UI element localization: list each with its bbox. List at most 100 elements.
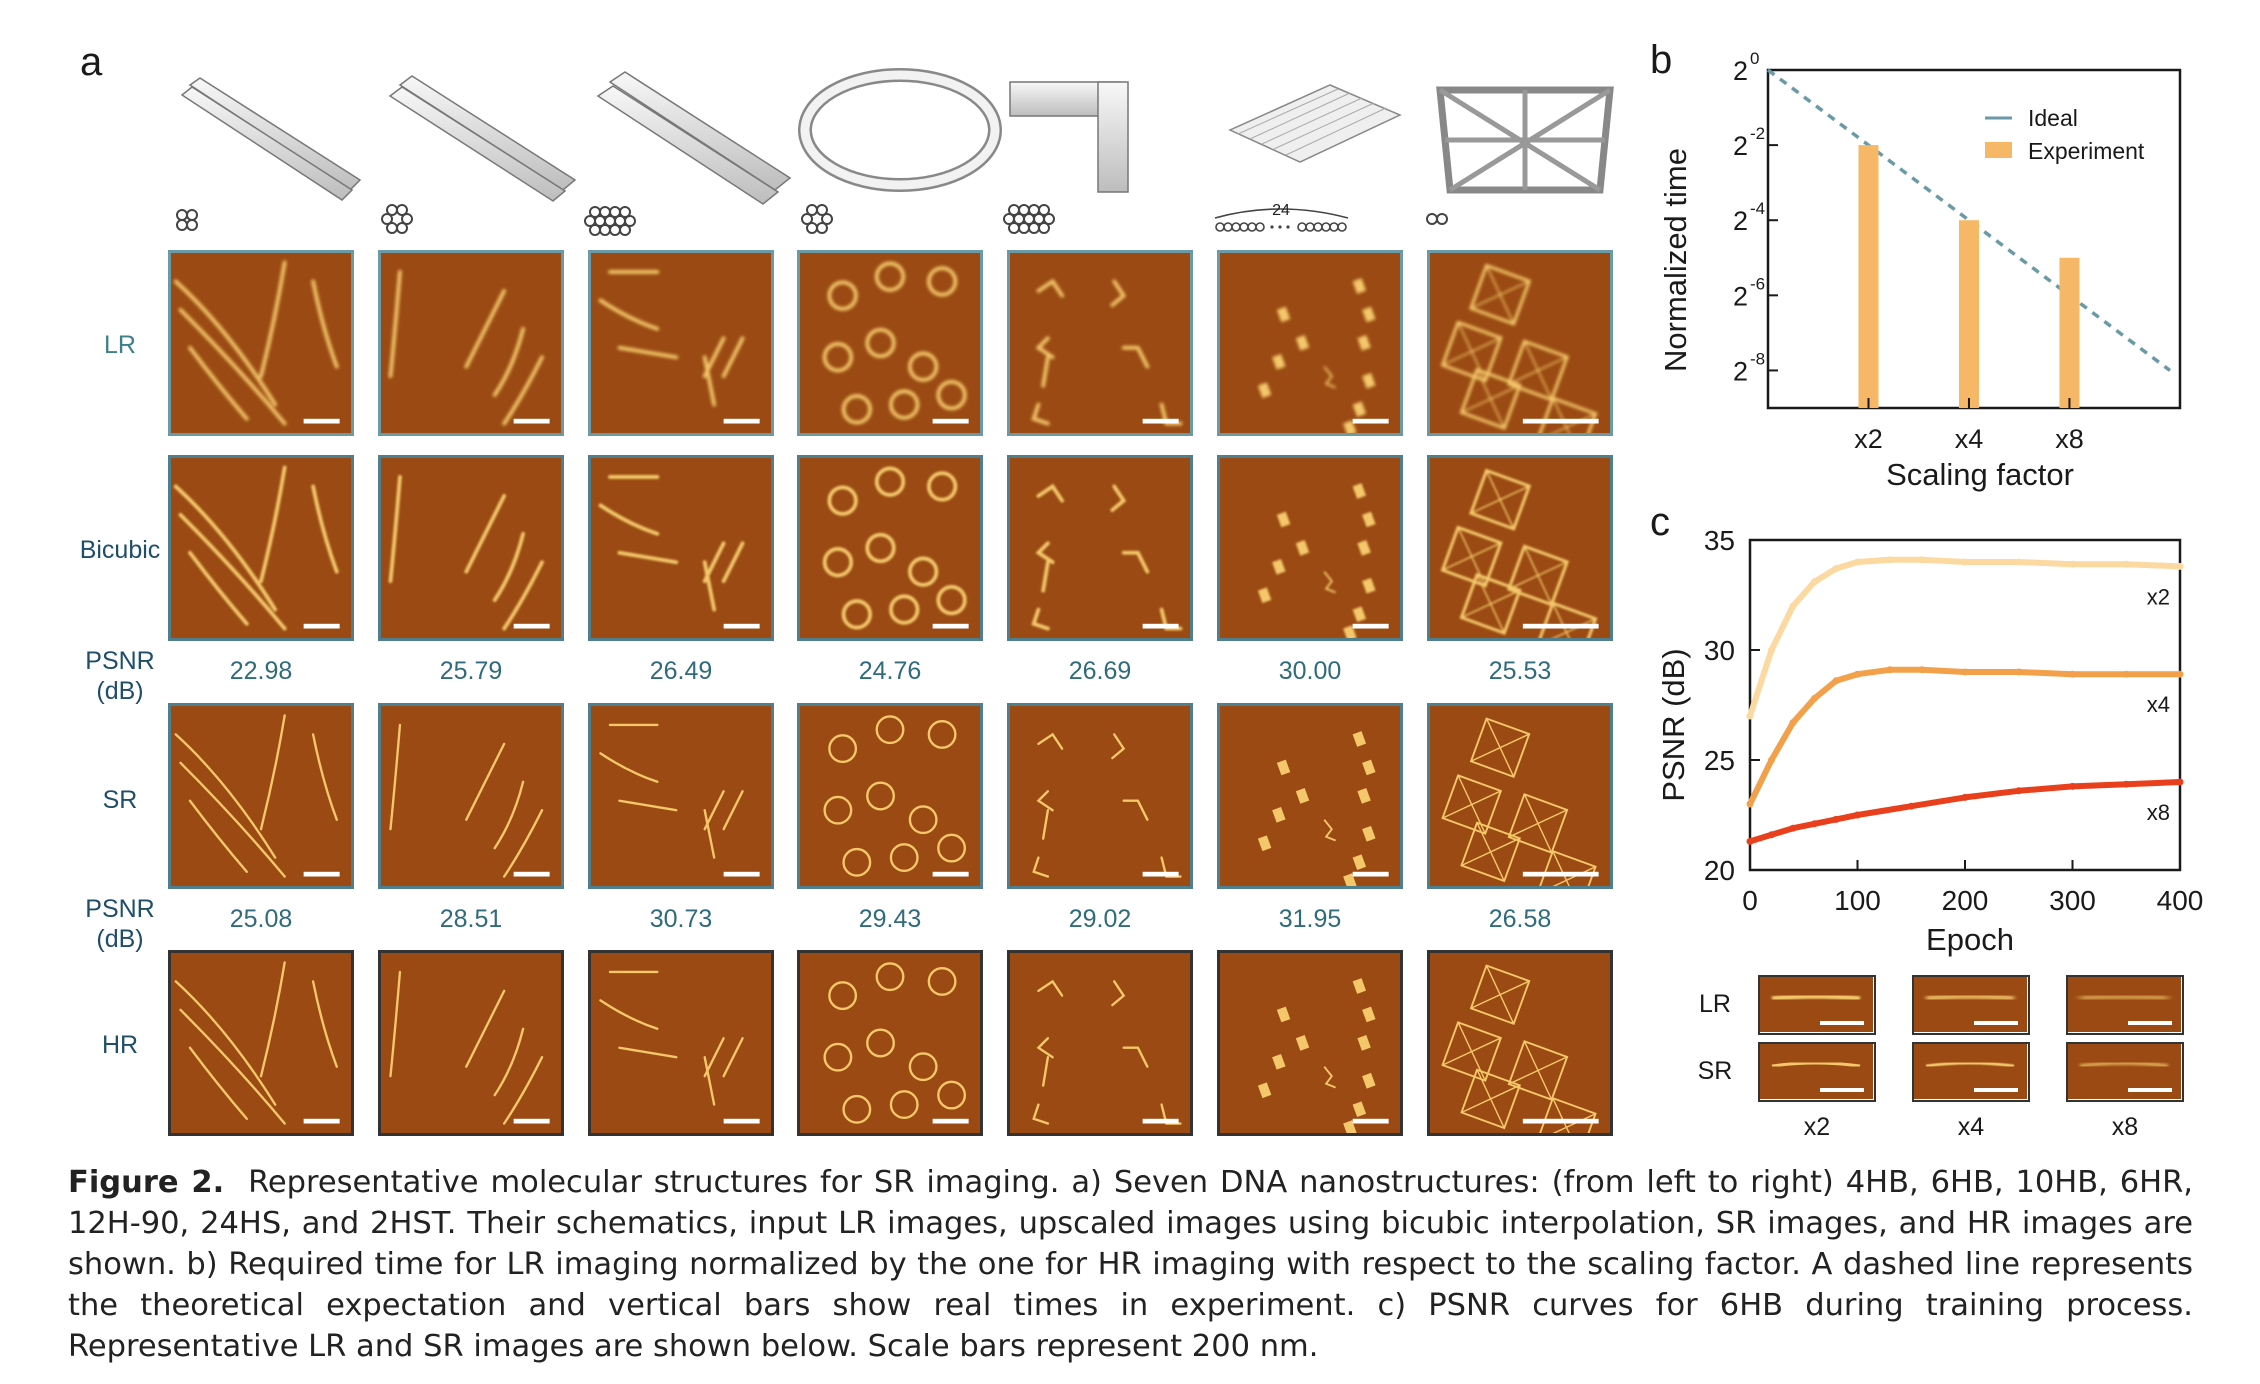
structure-schematics: 24 [176, 68, 1614, 236]
psnr-point-x2 [1811, 578, 1818, 586]
series-label-x8: x8 [2147, 800, 2170, 825]
y-tick-label: 30 [1704, 635, 1735, 666]
scale-bar [932, 623, 969, 629]
afm-image-lr-10hb [588, 250, 774, 436]
psnr-point-x4 [2015, 668, 2023, 676]
psnr-value-10hb: 26.49 [649, 657, 713, 685]
scale-bar [303, 871, 340, 877]
psnr-value-24hs: 30.00 [1278, 657, 1342, 685]
afm-image-bicubic-6hb [378, 455, 564, 641]
afm-image-lr-4hb [168, 250, 354, 436]
afm-image-lr-6hb [378, 250, 564, 436]
y-tick-label: 20 [1704, 855, 1735, 886]
y-tick-exponent: 0 [1750, 49, 1759, 68]
afm-image-lr-24hs [1217, 250, 1403, 436]
scale-bar [723, 871, 760, 877]
scale-bar [303, 623, 340, 629]
psnr-point-x4 [2122, 670, 2130, 678]
y-tick-label: 2 [1733, 56, 1748, 86]
scale-bar [1142, 623, 1179, 629]
schematic-12h-90 [1003, 81, 1129, 234]
psnr-value-2hst: 25.53 [1488, 657, 1552, 685]
psnr-value-12h-90: 29.02 [1068, 905, 1132, 933]
psnr-point-x4 [1854, 670, 1861, 678]
afm-image-sr-6hr [797, 703, 983, 889]
inset-image-sr-x4 [1912, 1042, 2030, 1102]
psnr-curve-x8 [1747, 779, 2183, 845]
inset-col-label-x8: x8 [2111, 1113, 2139, 1141]
y-tick-exponent: -2 [1750, 124, 1765, 143]
psnr-point-x8 [2015, 787, 2023, 795]
y-tick-exponent: -4 [1750, 199, 1765, 218]
inset-row-label-lr: LR [1699, 990, 1731, 1018]
chart-b-legend: Ideal Experiment [1985, 105, 2145, 164]
psnr-point-x8 [2122, 780, 2130, 788]
scale-bar [1352, 623, 1389, 629]
afm-image-bicubic-24hs [1217, 455, 1403, 641]
x-tick-label: x4 [1955, 424, 1984, 454]
y-tick-label: 2 [1733, 206, 1748, 236]
psnr-point-x8 [1961, 793, 1969, 801]
scale-bar [1352, 418, 1389, 424]
psnr-point-x2 [1918, 556, 1926, 564]
psnr-value-10hb: 30.73 [649, 905, 713, 933]
scale-bar [303, 418, 340, 424]
chart-b-xlabel: Scaling factor [1886, 457, 2074, 492]
afm-image-hr-2hst [1427, 950, 1613, 1136]
psnr-point-x4 [2176, 670, 2184, 678]
scale-bar [1352, 871, 1389, 877]
afm-image-hr-4hb [168, 950, 354, 1136]
psnr-point-x2 [2069, 560, 2076, 568]
scale-bar [1522, 1118, 1599, 1124]
experiment-bar-x4 [1958, 220, 1979, 408]
psnr-value-6hr: 29.43 [858, 905, 922, 933]
psnr-label-line1: PSNR [85, 647, 155, 675]
scale-bar [723, 623, 760, 629]
chart-c-ylabel: PSNR (dB) [1656, 648, 1691, 801]
scale-bar [1142, 1118, 1179, 1124]
psnr-point-x8 [1832, 815, 1840, 823]
psnr-value-12h-90: 26.69 [1068, 657, 1132, 685]
afm-image-hr-24hs [1217, 950, 1403, 1136]
afm-image-bicubic-2hst [1427, 455, 1613, 641]
afm-image-bicubic-10hb [588, 455, 774, 641]
psnr-point-x2 [1789, 602, 1797, 610]
scale-bar [723, 418, 760, 424]
psnr-point-x8 [1768, 831, 1775, 839]
psnr-value-6hb: 25.79 [439, 657, 503, 685]
afm-image-hr-6hr [797, 950, 983, 1136]
afm-image-sr-10hb [588, 703, 774, 889]
inset-image-lr-x4 [1912, 975, 2030, 1035]
inset-row-label-sr: SR [1697, 1057, 1733, 1085]
psnr-point-x2 [1854, 558, 1861, 566]
panel-label-b: b [1650, 38, 1673, 82]
afm-image-lr-12h-90 [1007, 250, 1193, 436]
row-label-bicubic: Bicubic [79, 536, 161, 564]
scale-bar [1352, 1118, 1389, 1124]
series-label-x4: x4 [2147, 692, 2170, 717]
row-label-hr: HR [101, 1031, 139, 1059]
psnr-label-line2: (dB) [96, 925, 144, 953]
scale-bar [1522, 418, 1599, 424]
schematic-6hb [381, 75, 577, 234]
x-tick-label: 400 [2157, 885, 2204, 916]
x-tick-label: 300 [2049, 885, 2096, 916]
figure-caption: Figure 2. Representative molecular struc… [68, 1162, 2193, 1367]
psnr-point-x4 [1886, 666, 1894, 674]
afm-image-hr-10hb [588, 950, 774, 1136]
psnr-point-x8 [1789, 824, 1797, 832]
psnr-point-x4 [1918, 666, 1926, 674]
scale-bar [513, 1118, 550, 1124]
psnr-value-24hs: 31.95 [1278, 905, 1342, 933]
y-tick-label: 2 [1733, 281, 1748, 311]
inset-col-label-x2: x2 [1803, 1113, 1831, 1141]
psnr-point-x4 [1832, 677, 1840, 685]
chart-b-ylabel: Normalized time [1658, 148, 1693, 372]
scale-bar [723, 1118, 760, 1124]
scale-bar [1142, 418, 1179, 424]
schematic-2hst [1426, 86, 1614, 225]
psnr-value-2hst: 26.58 [1488, 905, 1552, 933]
row-label-sr: SR [102, 786, 138, 814]
series-label-x2: x2 [2147, 584, 2170, 609]
psnr-value-6hb: 28.51 [439, 905, 503, 933]
